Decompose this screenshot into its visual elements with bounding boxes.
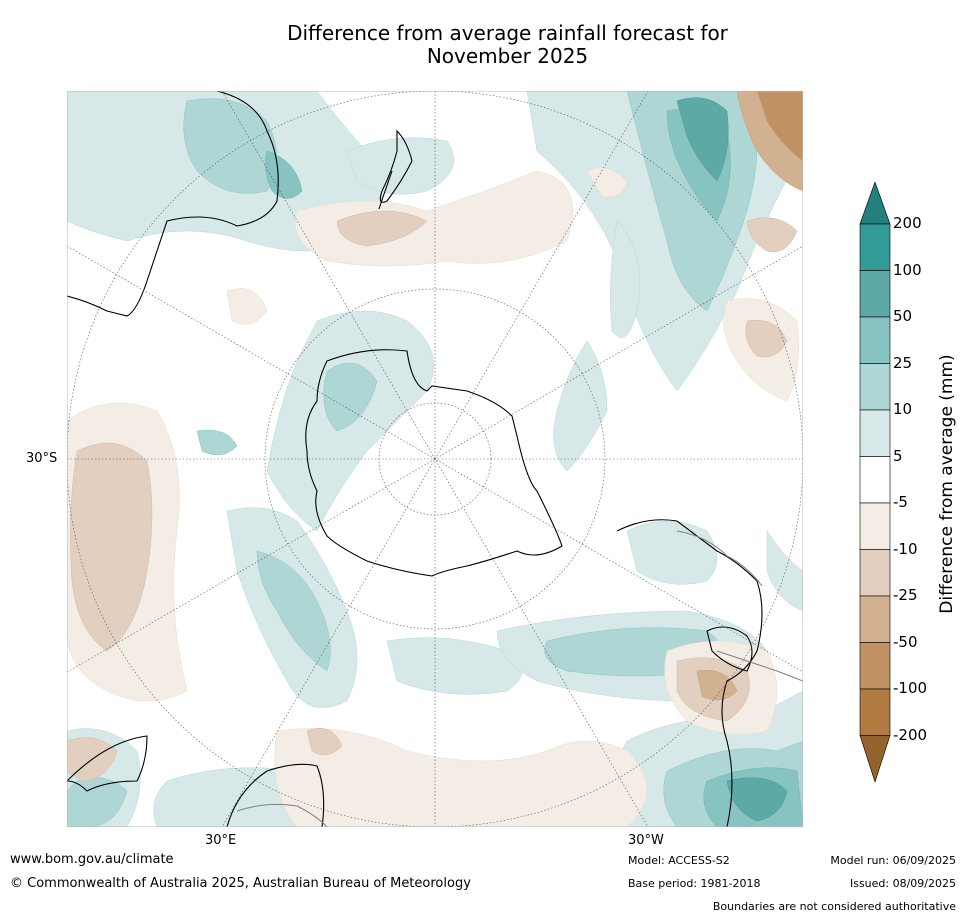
map-title: Difference from average rainfall forecas… [200,22,815,68]
colorbar-tick-label: 100 [893,260,922,279]
graticule [67,91,803,827]
colorbar-tick-label: -10 [893,539,918,558]
rainfall-map [67,91,803,827]
model-name: Model: ACCESS-S2 [628,854,730,867]
colorbar-segment [859,223,891,271]
colorbar-segment [859,363,891,411]
map-canvas [67,91,803,827]
colorbar-tick-label: 5 [893,446,903,465]
colorbar-tick-label: -25 [893,586,918,604]
colorbar-segment [859,642,891,690]
issued-date: Issued: 08/09/2025 [849,877,956,890]
model-run: Model run: 06/09/2025 [830,854,956,867]
colorbar-label: Difference from average (mm) [937,354,957,614]
dry-medium-areas [67,210,798,782]
colorbar-segment [859,549,891,597]
colorbar-extend-bottom [859,735,891,783]
colorbar-segment [859,456,891,504]
copyright-text: © Commonwealth of Australia 2025, Austra… [10,876,471,891]
colorbar-tick-label: 200 [893,214,922,232]
lon-label-30e: 30°E [205,833,237,848]
country-boundaries [236,530,803,827]
lat-label-30s: 30°S [26,451,58,466]
coastlines [67,91,763,827]
colorbar-tick-label: -100 [893,679,928,697]
colorbar-tick-label: 10 [893,400,913,418]
dry-very-areas [757,91,803,161]
title-line-2: November 2025 [426,44,589,68]
disclaimer: Boundaries are not considered authoritat… [712,900,956,913]
title-line-1: Difference from average rainfall forecas… [287,21,728,45]
lon-label-30w: 30°W [628,833,664,848]
colorbar-tick-label: -50 [893,632,918,651]
colorbar [855,181,895,783]
colorbar-tick-label: -5 [893,493,908,511]
colorbar-segment [859,316,891,364]
colorbar-segment [859,270,891,318]
colorbar-segment [859,409,891,457]
colorbar-tick-label: -200 [893,725,928,744]
wet-very-areas [676,97,788,822]
colorbar-segment [859,595,891,643]
base-period: Base period: 1981-2018 [628,877,761,890]
colorbar-tick-label: 50 [893,307,913,325]
colorbar-segment [859,502,891,550]
colorbar-extend-top [859,181,891,225]
colorbar-segment [859,688,891,736]
website-link[interactable]: www.bom.gov.au/climate [10,852,174,867]
colorbar-tick-label: 25 [893,353,913,372]
colorbar-svg [859,181,891,783]
